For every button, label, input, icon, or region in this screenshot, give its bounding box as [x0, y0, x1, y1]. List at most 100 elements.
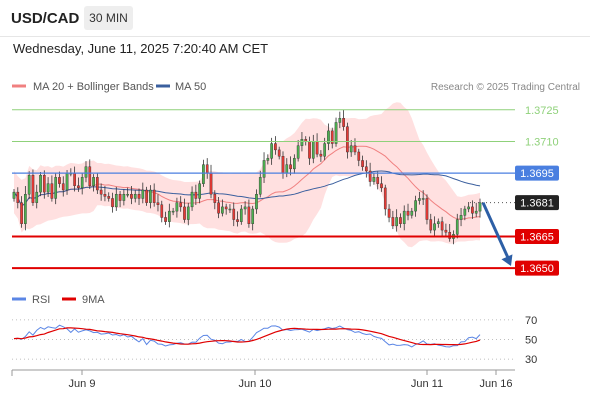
rsi-tick-label: 30: [525, 354, 537, 366]
candle: [474, 202, 478, 218]
candle: [387, 204, 391, 223]
candle: [293, 154, 296, 174]
candle: [228, 204, 232, 214]
candle: [243, 201, 247, 215]
candle: [149, 185, 152, 209]
candle: [346, 122, 349, 159]
candle: [406, 203, 410, 221]
candle: [319, 150, 323, 162]
candle: [296, 139, 300, 162]
candle: [179, 196, 183, 212]
candle: [338, 111, 342, 129]
projection-arrow-head: [501, 254, 513, 266]
candle: [164, 211, 167, 225]
candle: [395, 209, 398, 232]
x-tick-label: Jun 16: [479, 378, 512, 390]
candle: [459, 207, 463, 227]
timeframe-button[interactable]: 30 MIN: [84, 6, 133, 30]
candle: [77, 177, 80, 192]
candle: [99, 183, 103, 201]
candle: [274, 136, 277, 155]
candle: [463, 205, 467, 221]
candle: [433, 216, 436, 236]
candle: [444, 223, 448, 238]
candle: [376, 171, 380, 190]
candle: [114, 186, 118, 211]
candle: [448, 223, 452, 242]
candle: [152, 183, 156, 207]
price-levels: 1.3725 1.3710 1.3695 1.3681 1.3665 1.3650: [12, 105, 559, 276]
candle: [39, 172, 42, 197]
candle: [16, 187, 20, 209]
candle: [418, 191, 421, 205]
candle: [130, 185, 133, 205]
candle: [425, 194, 429, 225]
candle: [342, 109, 345, 131]
candle: [421, 190, 425, 205]
candle: [217, 196, 220, 219]
candle: [27, 171, 31, 200]
candle: [232, 202, 236, 227]
candle: [455, 213, 459, 239]
candle: [251, 205, 255, 231]
level-label-support: 1.3650: [520, 263, 554, 275]
candle: [270, 137, 273, 165]
candle: [58, 171, 61, 188]
candle: [330, 127, 334, 149]
candle: [365, 160, 368, 178]
candle: [399, 213, 402, 228]
candle: [167, 203, 171, 228]
candle: [61, 176, 65, 197]
level-label-bg-current: [515, 195, 559, 211]
candle: [372, 173, 376, 185]
candle: [357, 148, 361, 167]
candle: [107, 192, 111, 202]
candle: [20, 196, 23, 228]
level-label-bg-support: [515, 228, 559, 244]
candle: [194, 184, 198, 205]
candle: [96, 172, 99, 195]
price-plot-area: [12, 102, 482, 248]
candle: [266, 154, 270, 165]
candle: [277, 146, 281, 160]
candle: [236, 211, 239, 227]
candle: [88, 159, 92, 189]
symbol-title: USD/CAD: [11, 10, 80, 27]
candle: [111, 192, 114, 213]
candle: [289, 156, 292, 176]
candle: [429, 213, 433, 234]
candle: [122, 189, 126, 206]
candle: [141, 182, 145, 204]
level-label-bg-pivot: [515, 165, 559, 181]
candle: [368, 162, 372, 187]
candle: [84, 161, 88, 183]
candle: [12, 188, 16, 202]
candle: [46, 177, 50, 197]
candle: [221, 199, 224, 217]
candle: [262, 152, 266, 184]
candle: [478, 198, 482, 218]
candle: [414, 195, 417, 217]
candle: [198, 180, 201, 204]
candle: [190, 186, 194, 211]
x-tick-label: Jun 11: [411, 378, 443, 390]
candle: [410, 207, 414, 219]
bollinger-band: [14, 102, 480, 248]
candle: [54, 173, 58, 205]
ma50-line: [13, 170, 481, 207]
candle: [175, 197, 179, 218]
candle: [247, 199, 251, 228]
legend-9ma-label: 9MA: [82, 294, 105, 306]
candle: [80, 173, 84, 195]
candle: [186, 202, 190, 226]
candle: [31, 169, 35, 206]
candle: [239, 204, 243, 225]
header-bar: USD/CAD 30 MIN: [0, 0, 590, 37]
credit-text: Research © 2025 Trading Central: [431, 82, 580, 93]
candle: [383, 184, 387, 216]
x-tick-label: Jun 10: [238, 378, 271, 390]
level-label-pivot: 1.3695: [520, 168, 554, 180]
candle: [440, 216, 444, 237]
rsi-tick-label: 50: [525, 335, 537, 347]
rsi-9ma-line: [13, 327, 481, 346]
